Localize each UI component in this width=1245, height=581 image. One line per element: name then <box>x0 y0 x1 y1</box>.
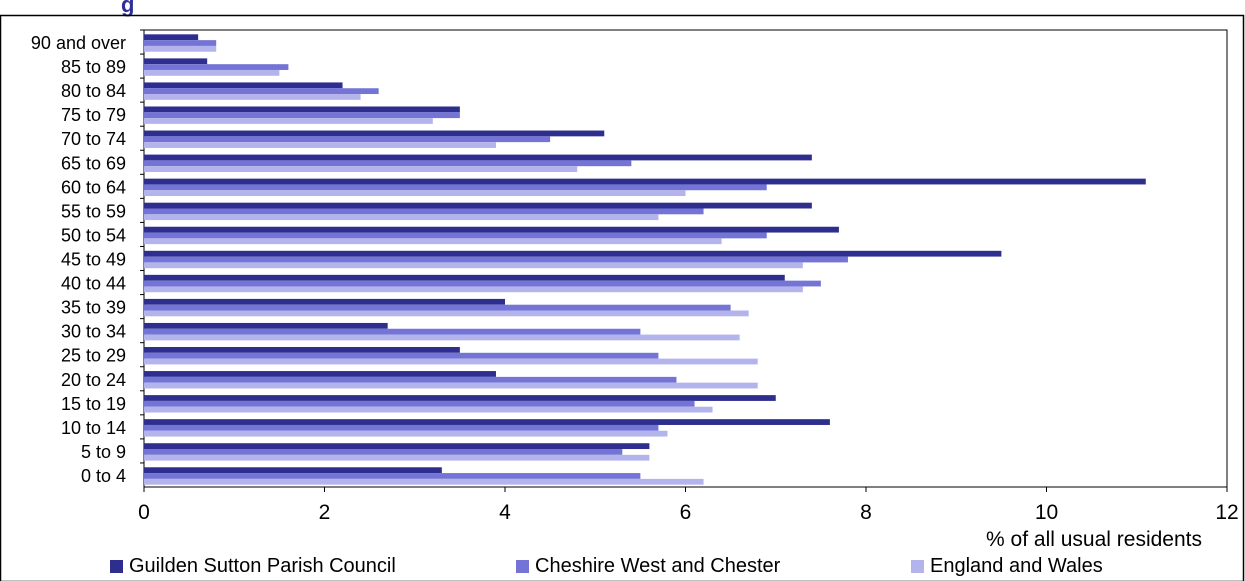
legend-item-series-1: Guilden Sutton Parish Council <box>110 555 396 578</box>
y-tick-label: 20 to 24 <box>61 370 126 390</box>
bar-1-0-to-4 <box>144 467 442 474</box>
bar-3-25-to-29 <box>144 358 758 365</box>
y-tick-label: 35 to 39 <box>61 298 126 318</box>
bar-1-45-to-49 <box>144 250 1002 257</box>
y-tick-label: 15 to 19 <box>61 394 126 414</box>
bar-2-5-to-9 <box>144 449 623 455</box>
bar-2-55-to-59 <box>144 208 704 215</box>
bar-1-40-to-44 <box>144 274 785 281</box>
bar-3-5-to-9 <box>144 454 650 461</box>
bar-3-55-to-59 <box>144 214 659 221</box>
header-partial-title: g <box>121 0 134 17</box>
y-tick-label: 90 and over <box>31 33 126 53</box>
bar-2-15-to-19 <box>144 400 695 407</box>
bar-3-35-to-39 <box>144 310 749 317</box>
plot-area: 0 to 4 5 to 9 10 to 14 15 to 19 20 to 24 25 t… <box>31 29 1239 524</box>
x-tick-label: 10 <box>1035 501 1058 524</box>
bar-1-50-to-54 <box>144 226 839 233</box>
y-tick-label: 65 to 69 <box>61 153 126 173</box>
legend-swatch-series-3 <box>911 560 924 573</box>
bar-2-50-to-54 <box>144 232 767 239</box>
bar-3-45-to-49 <box>144 262 803 269</box>
bar-3-75-to-79 <box>144 118 433 124</box>
y-tick-label: 45 to 49 <box>61 250 126 270</box>
bar-1-15-to-19 <box>144 395 776 401</box>
bar-3-15-to-19 <box>144 406 713 413</box>
bar-3-30-to-34 <box>144 334 740 341</box>
legend-swatch-series-2 <box>516 560 529 573</box>
y-tick-label: 55 to 59 <box>61 201 126 221</box>
y-tick-label: 75 to 79 <box>61 105 126 125</box>
bar-1-60-to-64 <box>144 178 1146 185</box>
bar-2-85-to-89 <box>144 64 289 70</box>
x-tick-label: 2 <box>319 501 331 524</box>
legend-label-series-3: England and Wales <box>930 555 1103 577</box>
x-axis-label: % of all usual residents <box>986 528 1202 551</box>
y-tick-label: 60 to 64 <box>61 177 126 197</box>
bar-2-35-to-39 <box>144 304 731 311</box>
bar-2-60-to-64 <box>144 184 767 191</box>
legend-swatch-series-1 <box>110 560 123 573</box>
bar-3-40-to-44 <box>144 286 803 293</box>
y-tick-label: 25 to 29 <box>61 346 126 366</box>
bar-1-75-to-79 <box>144 106 460 113</box>
x-tick-label: 0 <box>138 501 150 524</box>
x-tick-label: 8 <box>860 501 872 524</box>
bar-1-35-to-39 <box>144 298 505 305</box>
bar-2-45-to-49 <box>144 256 848 263</box>
bar-2-25-to-29 <box>144 352 659 359</box>
bar-2-70-to-74 <box>144 136 551 143</box>
y-tick-label: 70 to 74 <box>61 129 126 149</box>
bar-2-30-to-34 <box>144 328 641 335</box>
legend-label-series-1: Guilden Sutton Parish Council <box>129 555 396 577</box>
bar-3-65-to-69 <box>144 166 578 172</box>
y-tick-label: 30 to 34 <box>61 322 126 342</box>
chart-frame-border <box>0 14 1245 581</box>
x-tick-label: 6 <box>680 501 692 524</box>
y-tick-label: 10 to 14 <box>61 418 126 438</box>
bar-2-10-to-14 <box>144 424 659 431</box>
y-tick-label: 85 to 89 <box>61 57 126 77</box>
bar-1-25-to-29 <box>144 347 460 353</box>
bar-3-85-to-89 <box>144 69 280 76</box>
bar-3-0-to-4 <box>144 478 704 485</box>
bar-1-80-to-84 <box>144 82 343 89</box>
bar-2-20-to-24 <box>144 376 677 383</box>
bar-2-80-to-84 <box>144 88 379 95</box>
x-tick-label: 4 <box>499 501 511 524</box>
bar-1-55-to-59 <box>144 202 812 209</box>
legend-item-series-2: Cheshire West and Chester <box>516 555 780 578</box>
y-tick-label: 40 to 44 <box>61 274 126 294</box>
y-tick-label: 5 to 9 <box>81 442 126 462</box>
legend: Guilden Sutton Parish Council Cheshire W… <box>0 555 1245 581</box>
bar-2-40-to-44 <box>144 280 821 287</box>
bar-1-85-to-89 <box>144 58 208 65</box>
bar-2-65-to-69 <box>144 160 632 167</box>
y-tick-label: 0 to 4 <box>81 466 126 486</box>
bar-3-60-to-64 <box>144 190 686 197</box>
bar-3-90-and-over <box>144 45 217 52</box>
bar-1-90-and-over <box>144 34 199 41</box>
bar-3-20-to-24 <box>144 382 758 389</box>
bar-1-10-to-14 <box>144 419 830 425</box>
legend-item-series-3: England and Wales <box>911 555 1103 578</box>
x-tick-label: 12 <box>1215 501 1238 524</box>
y-tick-label: 50 to 54 <box>61 225 126 245</box>
bar-3-80-to-84 <box>144 94 361 100</box>
bar-1-20-to-24 <box>144 371 496 377</box>
bar-3-10-to-14 <box>144 430 668 437</box>
bar-2-0-to-4 <box>144 473 641 479</box>
bar-1-65-to-69 <box>144 154 812 161</box>
y-tick-label: 80 to 84 <box>61 81 126 101</box>
bar-1-5-to-9 <box>144 443 650 450</box>
bar-3-70-to-74 <box>144 142 496 148</box>
bar-1-70-to-74 <box>144 130 605 137</box>
bar-2-90-and-over <box>144 40 217 46</box>
bar-2-75-to-79 <box>144 112 460 119</box>
bar-3-50-to-54 <box>144 238 722 245</box>
legend-label-series-2: Cheshire West and Chester <box>535 555 781 577</box>
bar-1-30-to-34 <box>144 322 388 329</box>
